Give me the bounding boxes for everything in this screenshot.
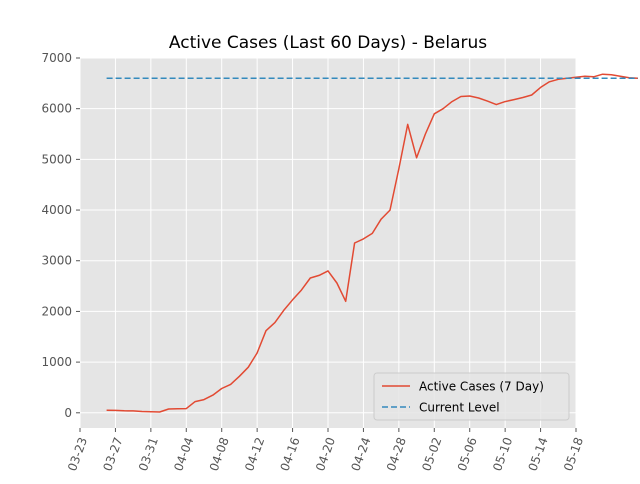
y-tick-label: 2000 xyxy=(41,304,72,318)
y-tick-label: 7000 xyxy=(41,51,72,65)
grid xyxy=(79,57,577,428)
x-tick-label: 05-14 xyxy=(526,435,551,473)
x-tick-label: 04-20 xyxy=(313,435,338,473)
y-axis: 0 1000 2000 3000 4000 5000 6000 7000 xyxy=(41,51,80,420)
y-tick-label: 0 xyxy=(64,406,72,420)
x-tick-label: 03-31 xyxy=(136,435,161,473)
x-tick-label: 05-10 xyxy=(490,435,515,473)
legend: Active Cases (7 Day) Current Level xyxy=(373,372,570,421)
x-tick-label: 05-06 xyxy=(455,435,480,473)
x-tick-label: 05-02 xyxy=(419,435,444,473)
y-tick-label: 6000 xyxy=(41,102,72,116)
x-tick-label: 04-16 xyxy=(278,435,303,473)
legend-label: Active Cases (7 Day) xyxy=(419,380,544,394)
x-tick-label: 04-08 xyxy=(207,435,232,473)
x-tick-label: 04-24 xyxy=(348,435,373,473)
series-line-active-cases xyxy=(106,73,639,413)
y-tick-label: 5000 xyxy=(41,152,72,166)
y-tick-label: 1000 xyxy=(41,355,72,369)
chart-title: Active Cases (Last 60 Days) - Belarus xyxy=(169,33,487,53)
y-tick-label: 4000 xyxy=(41,203,72,217)
x-tick-label: 04-28 xyxy=(384,435,409,473)
legend-box xyxy=(373,372,570,421)
y-tick-label: 3000 xyxy=(41,254,72,268)
x-axis: 03-23 03-27 03-31 04-04 04-08 04-12 04-16 04-20… xyxy=(65,428,586,473)
x-tick-label: 05-18 xyxy=(561,435,586,473)
legend-label: Current Level xyxy=(419,401,500,415)
series-lines xyxy=(106,73,639,413)
x-tick-label: 04-12 xyxy=(242,435,267,473)
x-tick-label: 03-23 xyxy=(65,435,90,473)
x-tick-label: 03-27 xyxy=(100,435,125,473)
x-tick-label: 04-04 xyxy=(171,435,196,473)
